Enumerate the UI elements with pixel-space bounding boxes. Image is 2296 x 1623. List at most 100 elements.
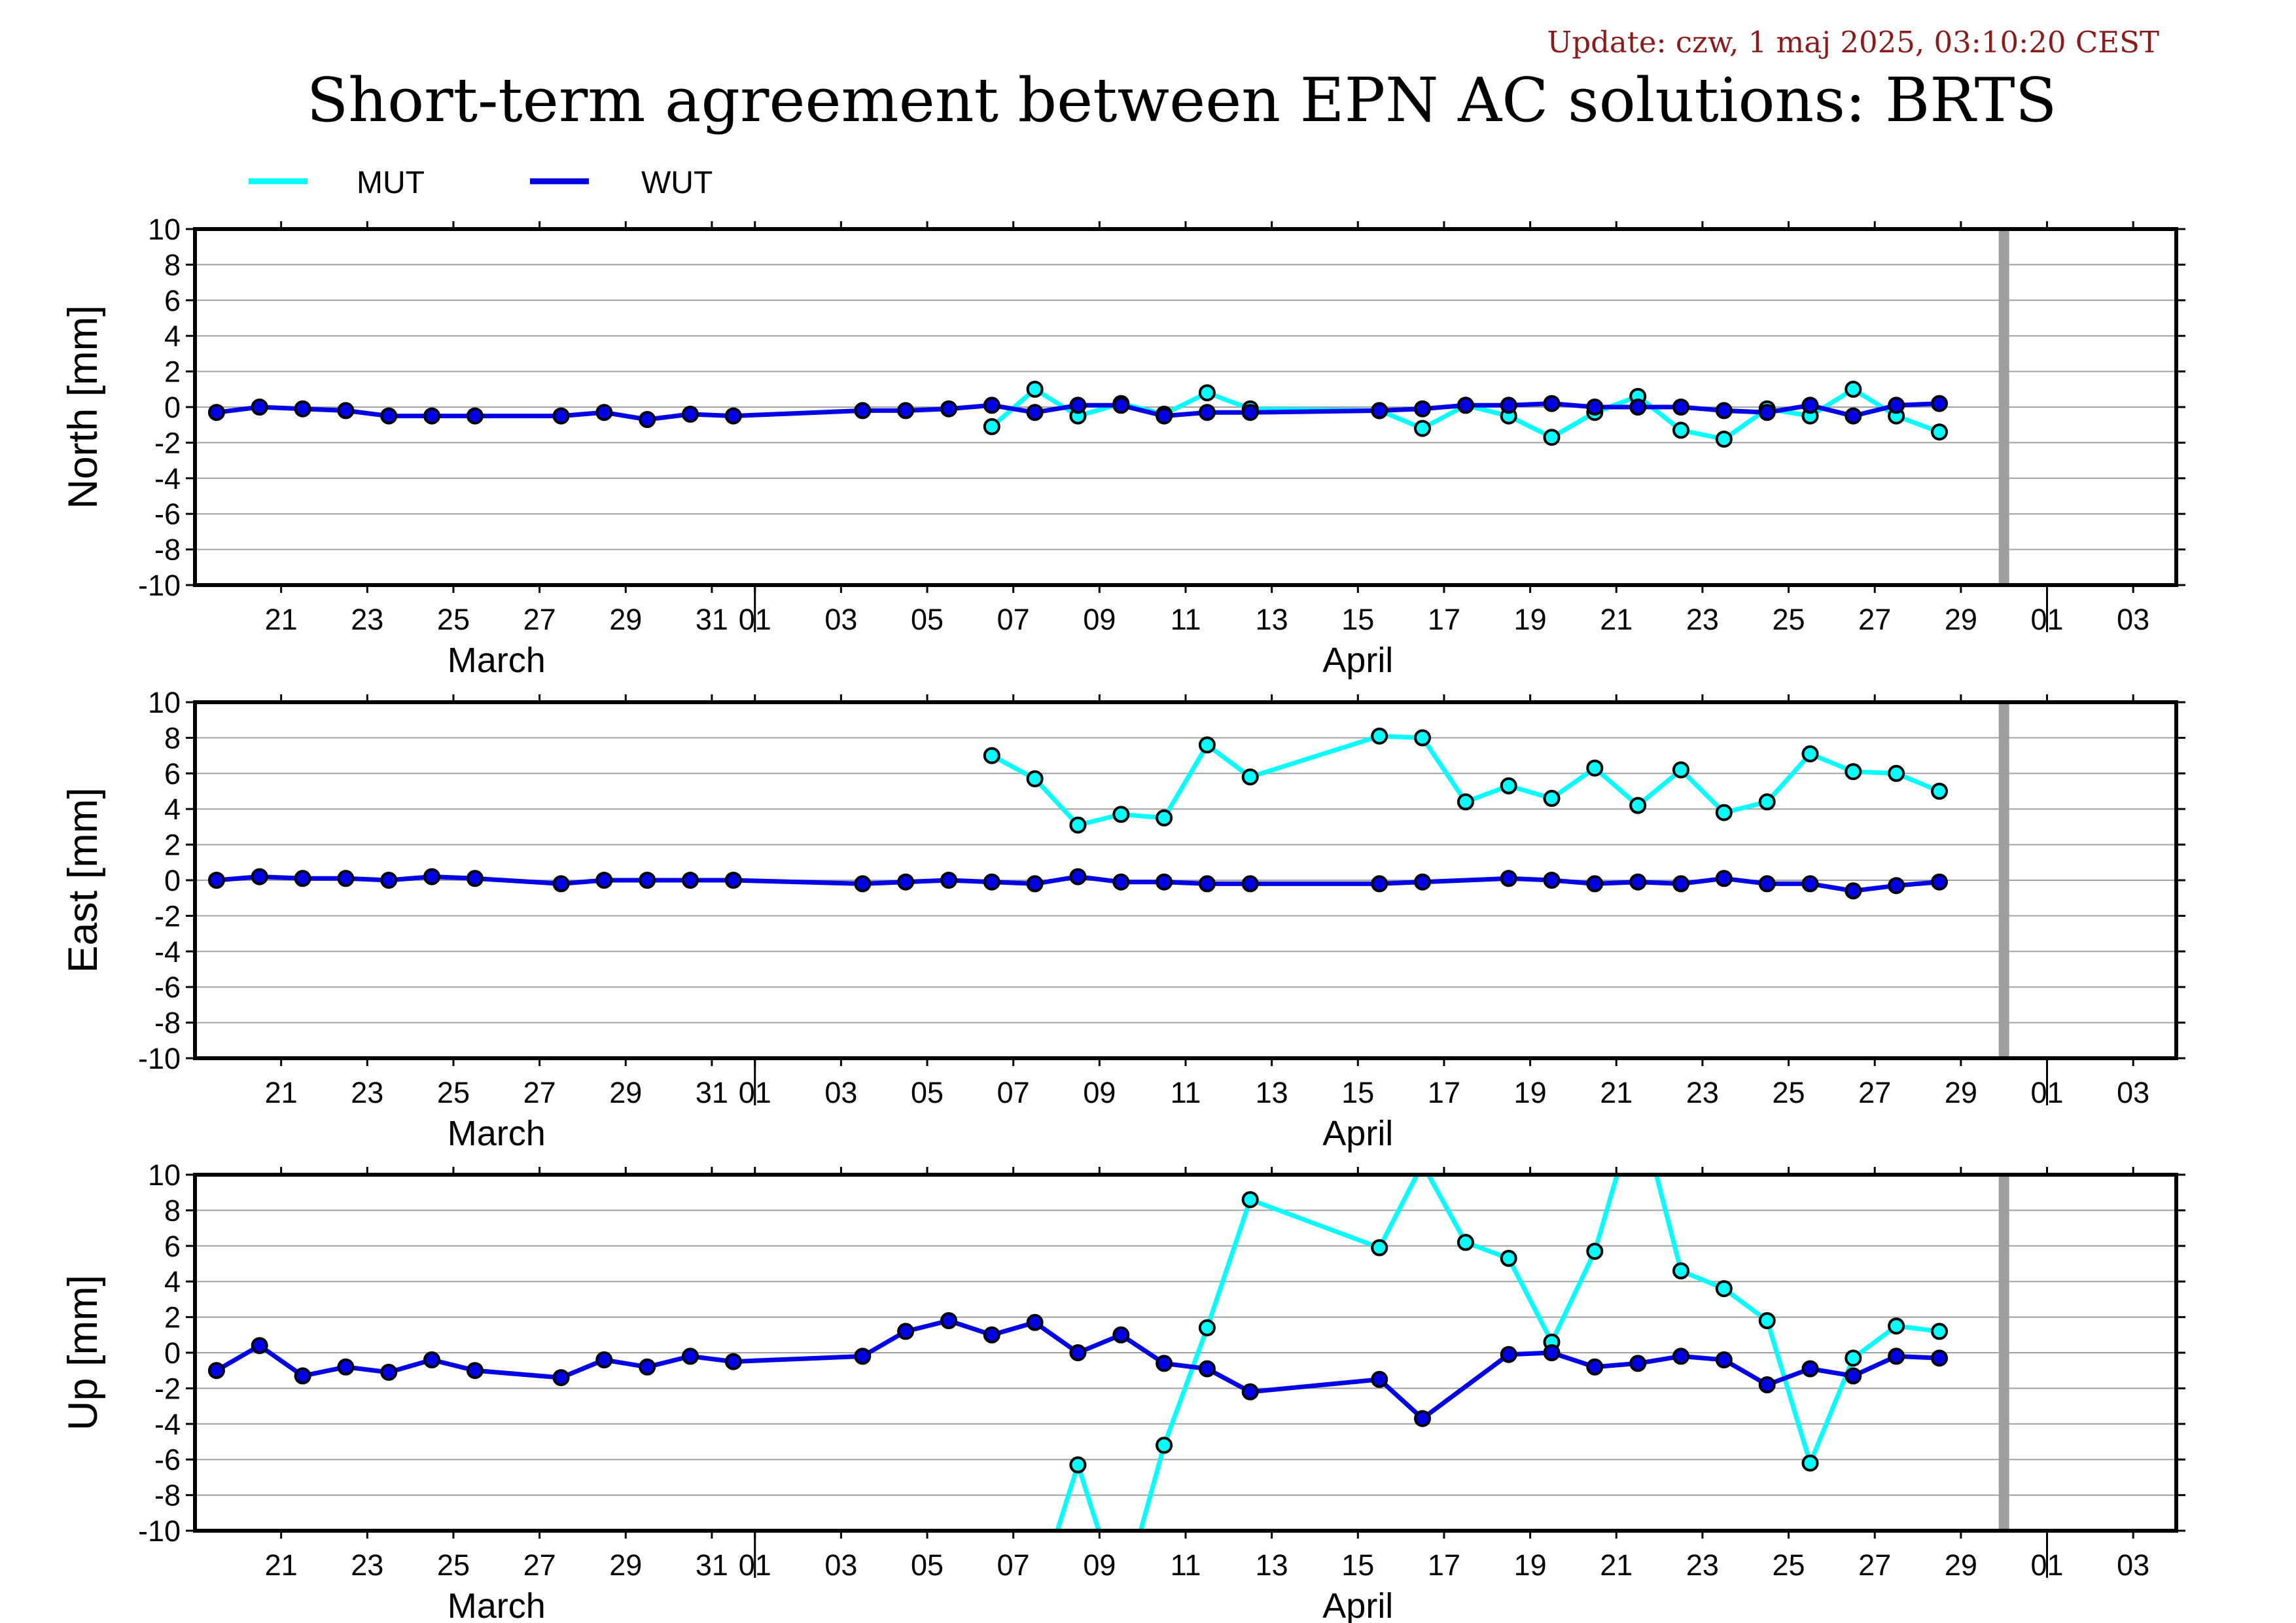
data-point-mut: [1845, 1349, 1862, 1367]
data-point-mut: [1457, 793, 1474, 811]
data-point-wut: [1715, 402, 1733, 419]
data-point-wut: [1758, 1376, 1776, 1393]
series-line-mut: [991, 734, 1941, 828]
data-point-mut: [1241, 1191, 1259, 1209]
y-tick-label: 6: [164, 1230, 181, 1263]
x-tick-label: 23: [351, 1548, 383, 1582]
x-tick-label: 27: [523, 603, 556, 636]
update-timestamp: Update: czw, 1 maj 2025, 03:10:20 CEST: [1547, 25, 2159, 60]
data-point-wut: [724, 407, 742, 425]
data-point-mut: [1112, 806, 1130, 823]
data-point-mut: [1371, 727, 1388, 745]
y-tick-label: -8: [154, 533, 181, 567]
data-point-wut: [1026, 404, 1044, 421]
today-marker-bar: [1998, 1175, 2009, 1531]
data-point-wut: [940, 400, 957, 418]
data-point-wut: [1888, 877, 1905, 895]
data-point-wut: [1198, 404, 1216, 421]
data-point-mut: [1026, 380, 1044, 398]
x-tick-label: 21: [265, 1548, 298, 1582]
plot-area: [207, 727, 1948, 900]
data-point-wut: [1801, 397, 1819, 414]
x-tick-label: 27: [523, 1548, 556, 1582]
x-tick-label: 03: [2117, 1076, 2149, 1109]
x-tick-label: 29: [609, 1548, 642, 1582]
data-point-wut: [1931, 873, 1948, 891]
data-point-wut: [337, 402, 355, 419]
data-point-wut: [466, 1362, 484, 1380]
legend-label-wut: WUT: [641, 166, 713, 200]
data-point-wut: [1758, 404, 1776, 421]
month-label: March: [448, 1114, 546, 1153]
data-point-wut: [1156, 407, 1173, 425]
data-point-mut: [1414, 729, 1431, 747]
y-tick-label: -8: [154, 1007, 181, 1040]
data-point-wut: [595, 404, 613, 421]
data-point-wut: [1026, 1313, 1044, 1331]
plot-area: [207, 380, 1948, 448]
data-point-wut: [682, 1347, 699, 1365]
data-point-wut: [983, 397, 1000, 414]
data-point-wut: [1500, 397, 1517, 414]
data-point-wut: [1198, 1360, 1216, 1378]
data-point-wut: [639, 411, 656, 428]
data-point-mut: [1845, 763, 1862, 781]
data-point-wut: [251, 868, 268, 885]
data-point-mut: [1198, 1319, 1216, 1336]
x-tick-label: 11: [1171, 603, 1201, 636]
x-tick-label: 13: [1256, 603, 1288, 636]
data-point-wut: [1672, 1347, 1689, 1365]
data-point-wut: [552, 1369, 570, 1387]
data-point-wut: [983, 1326, 1000, 1344]
data-point-wut: [682, 405, 699, 423]
data-point-wut: [423, 407, 440, 425]
data-point-wut: [1845, 407, 1862, 425]
data-point-wut: [1026, 875, 1044, 893]
data-point-wut: [1414, 400, 1431, 418]
data-point-wut: [337, 870, 355, 887]
data-point-wut: [1069, 1344, 1087, 1361]
chart-title: Short-term agreement between EPN AC solu…: [307, 65, 2057, 135]
data-point-wut: [1586, 399, 1604, 416]
y-tick-label: -4: [154, 935, 181, 969]
data-point-wut: [1888, 1347, 1905, 1365]
data-point-wut: [466, 407, 484, 425]
data-point-wut: [854, 875, 872, 893]
data-point-wut: [552, 875, 570, 893]
data-point-mut: [1543, 429, 1561, 446]
data-point-wut: [1241, 875, 1259, 893]
data-point-wut: [1414, 873, 1431, 891]
data-point-mut: [1026, 770, 1044, 787]
data-point-wut: [1500, 1346, 1517, 1363]
series-line-mut: [990, 387, 1941, 442]
plot-area: [207, 1175, 1948, 1531]
data-point-mut: [1500, 777, 1517, 794]
y-tick-label: -6: [154, 497, 181, 531]
data-point-mut: [1715, 804, 1733, 821]
x-tick-label: 15: [1341, 1076, 1374, 1109]
series-line-mut: [1055, 1175, 1940, 1531]
y-tick-label: 6: [164, 284, 181, 317]
data-point-wut: [380, 407, 398, 425]
data-point-wut: [1801, 1360, 1819, 1378]
y-tick-label: -8: [154, 1479, 181, 1512]
x-tick-label: 03: [2117, 603, 2149, 636]
data-point-mut: [1241, 768, 1259, 786]
data-point-wut: [251, 1337, 268, 1355]
data-point-wut: [1586, 875, 1604, 893]
x-tick-label: 01: [739, 1076, 771, 1109]
x-tick-label: 25: [1773, 603, 1805, 636]
data-point-wut: [1715, 870, 1733, 887]
data-point-wut: [682, 872, 699, 889]
x-tick-label: 01: [2030, 1076, 2063, 1109]
x-tick-label: 13: [1256, 1076, 1288, 1109]
y-tick-label: 2: [164, 1301, 181, 1334]
data-point-wut: [1715, 1351, 1733, 1368]
data-point-wut: [380, 1363, 398, 1381]
data-point-mut: [1715, 431, 1733, 448]
x-tick-label: 01: [739, 1548, 771, 1582]
y-tick-label: 4: [164, 319, 181, 353]
data-point-wut: [1241, 404, 1259, 421]
data-point-wut: [639, 872, 656, 889]
